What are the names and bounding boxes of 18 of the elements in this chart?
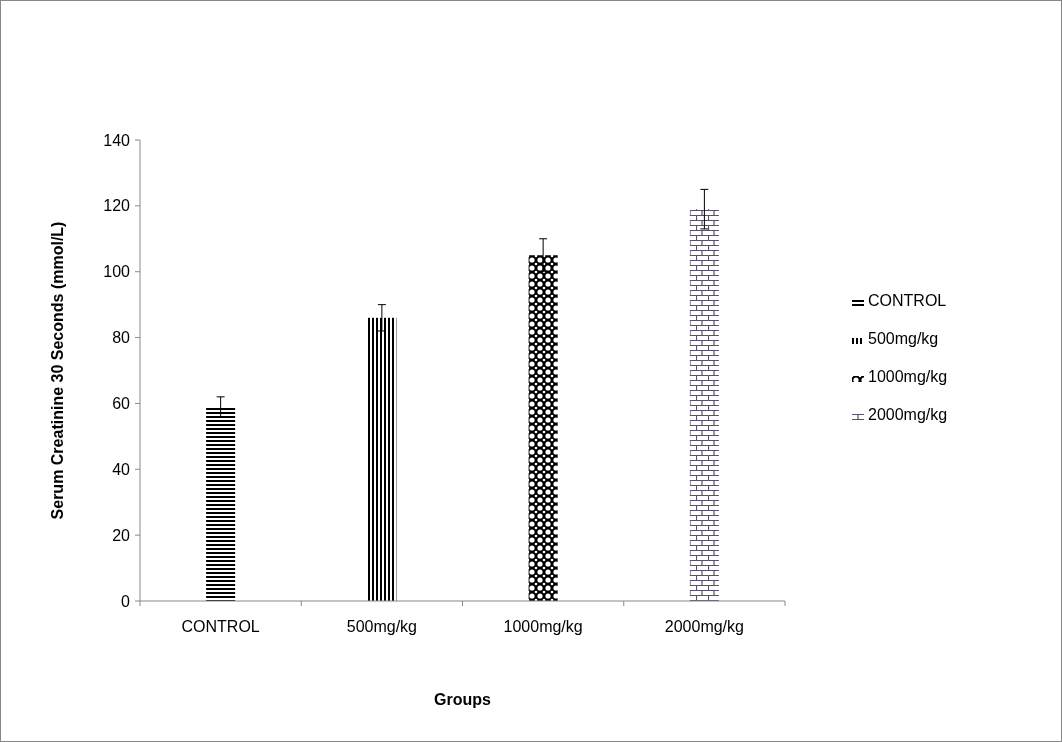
y-tick-label: 120 (103, 197, 131, 215)
y-tick-label: 20 (112, 526, 131, 544)
legend-label: CONTROL (868, 291, 947, 309)
x-tick-label: CONTROL (181, 618, 260, 635)
y-axis-title: Serum Creatinine 30 Seconds (mmol/L) (49, 221, 66, 520)
x-tick-label: 2000mg/kg (664, 618, 744, 635)
y-tick-label: 60 (112, 395, 131, 413)
x-tick-label: 1000mg/kg (503, 618, 583, 635)
legend-label: 1000mg/kg (868, 367, 948, 385)
legend-label: 2000mg/kg (868, 405, 948, 423)
x-axis-title: Groups (434, 691, 492, 708)
y-tick-label: 40 (112, 460, 131, 478)
legend-label: 500mg/kg (868, 329, 939, 347)
y-tick-label: 80 (112, 329, 131, 347)
y-tick-label: 100 (103, 263, 131, 281)
y-tick-label: 140 (103, 131, 131, 149)
y-tick-label: 0 (121, 592, 131, 610)
x-tick-label: 500mg/kg (346, 618, 418, 635)
